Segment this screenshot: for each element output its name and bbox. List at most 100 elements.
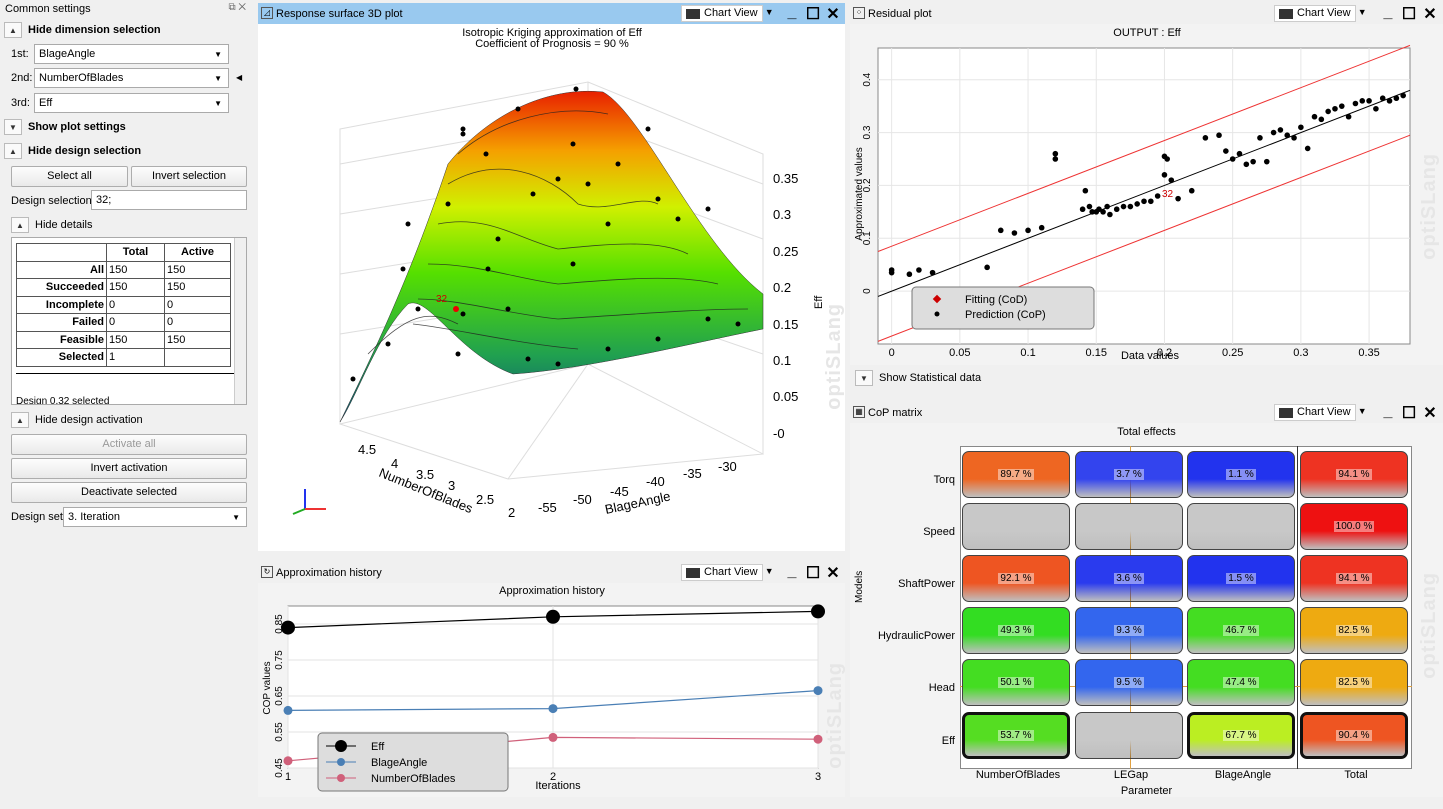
cop-cell-value: 82.5 % bbox=[1336, 625, 1372, 636]
maximize-button[interactable]: ☐ bbox=[1401, 6, 1417, 23]
invert-activation-button[interactable]: Invert activation bbox=[11, 458, 247, 479]
cop-cell[interactable]: 90.4 % bbox=[1300, 712, 1408, 759]
minimize-button[interactable]: _ bbox=[1383, 403, 1393, 420]
close-button[interactable]: ✕ bbox=[826, 565, 840, 582]
cop-cell[interactable]: 92.1 % bbox=[962, 555, 1070, 602]
swap-arrow-icon[interactable]: ◀ bbox=[236, 73, 243, 82]
close-button[interactable]: ✕ bbox=[1423, 6, 1437, 23]
cop-cell[interactable]: 53.7 % bbox=[962, 712, 1070, 759]
data-point bbox=[1386, 98, 1393, 104]
cop-cell[interactable]: 67.7 % bbox=[1187, 712, 1295, 759]
chart-view-select[interactable]: Chart View ▼ bbox=[681, 564, 774, 581]
common-settings-panel: Common settings ⧉ ✕ ▲ Hide dimension sele… bbox=[0, 0, 254, 809]
dim1-select[interactable]: BlageAngle ▼ bbox=[34, 44, 229, 64]
cop-cell-value: 53.7 % bbox=[998, 730, 1034, 741]
details-scrollbar[interactable] bbox=[234, 238, 246, 404]
chart-view-label: Chart View bbox=[1297, 7, 1351, 19]
cop-cell[interactable] bbox=[1075, 503, 1183, 550]
cop-cell[interactable] bbox=[962, 503, 1070, 550]
cop-cell[interactable]: 50.1 % bbox=[962, 659, 1070, 706]
deactivate-selected-button[interactable]: Deactivate selected bbox=[11, 482, 247, 503]
select-all-button[interactable]: Select all bbox=[11, 166, 128, 187]
cop-cell-value: 82.5 % bbox=[1336, 677, 1372, 688]
cop-cell[interactable]: 9.3 % bbox=[1075, 607, 1183, 654]
cop-cell[interactable] bbox=[1187, 503, 1295, 550]
design-set-select[interactable]: 3. Iteration ▼ bbox=[63, 507, 247, 527]
minimize-button[interactable]: _ bbox=[787, 563, 797, 580]
cop-cell[interactable] bbox=[1075, 712, 1183, 759]
dim3-select[interactable]: Eff ▼ bbox=[34, 93, 229, 113]
cop-cell[interactable]: 3.7 % bbox=[1075, 451, 1183, 498]
cop-cell[interactable]: 94.1 % bbox=[1300, 555, 1408, 602]
cop-chart[interactable]: Total effects Models Parameter Torq Spee… bbox=[850, 423, 1443, 797]
data-point bbox=[1188, 187, 1195, 194]
data-point bbox=[1086, 203, 1093, 210]
cop-cell[interactable]: 46.7 % bbox=[1187, 607, 1295, 654]
close-button[interactable]: ✕ bbox=[826, 6, 840, 23]
dim2-select[interactable]: NumberOfBlades ▼ bbox=[34, 68, 229, 88]
total-divider bbox=[1297, 446, 1298, 769]
residual-chart[interactable]: OUTPUT : Eff 0 0.05 0.1 0.15 0.2 0.25 0.3 0.35 0… bbox=[850, 24, 1443, 365]
data-point bbox=[1263, 158, 1270, 165]
maximize-button[interactable]: ☐ bbox=[805, 6, 821, 23]
surface-plot[interactable]: Isotropic Kriging approximation of Eff C… bbox=[258, 24, 845, 551]
cop-cell[interactable]: 82.5 % bbox=[1300, 659, 1408, 706]
table-cell: 0 bbox=[164, 295, 231, 314]
history-chart[interactable]: Approximation history Iterations COP val… bbox=[258, 583, 845, 797]
crosshair-horizontal bbox=[960, 686, 1412, 687]
data-point bbox=[1107, 211, 1113, 218]
hide-dimension-label: Hide dimension selection bbox=[28, 24, 161, 36]
cop-cell[interactable]: 82.5 % bbox=[1300, 607, 1408, 654]
cop-cell[interactable]: 89.7 % bbox=[962, 451, 1070, 498]
cop-cell[interactable]: 94.1 % bbox=[1300, 451, 1408, 498]
hide-dimension-toggle[interactable]: ▲ Hide dimension selection bbox=[4, 21, 161, 39]
selected-design-point[interactable] bbox=[453, 306, 459, 312]
close-button[interactable]: ✕ bbox=[1423, 405, 1437, 422]
table-cell: 150 bbox=[164, 260, 231, 279]
cop-cell-value: 1.1 % bbox=[1226, 469, 1256, 480]
data-point bbox=[1052, 156, 1059, 162]
chevron-down-icon: ▼ bbox=[232, 513, 240, 522]
y-tick-label: 0.85 bbox=[274, 614, 285, 634]
row-label: HydraulicPower bbox=[877, 630, 955, 642]
chart-view-select[interactable]: Chart View ▼ bbox=[681, 5, 774, 22]
minimize-button[interactable]: _ bbox=[1383, 4, 1393, 21]
x-axis-label: Parameter bbox=[1120, 785, 1173, 797]
cop-cell[interactable]: 1.5 % bbox=[1187, 555, 1295, 602]
data-point bbox=[1338, 103, 1345, 109]
cop-cell[interactable]: 1.1 % bbox=[1187, 451, 1295, 498]
x-tick-label: 0.05 bbox=[949, 347, 970, 359]
chevron-down-icon: ▼ bbox=[214, 50, 222, 59]
cop-cell[interactable]: 49.3 % bbox=[962, 607, 1070, 654]
show-stats-toggle[interactable]: ▼ Show Statistical data bbox=[855, 370, 981, 386]
design-selection-input[interactable]: 32; bbox=[91, 190, 247, 210]
cop-cell[interactable]: 9.5 % bbox=[1075, 659, 1183, 706]
chart-view-select[interactable]: Chart View ▼ bbox=[1274, 404, 1367, 421]
data-point bbox=[929, 269, 936, 276]
hide-design-activation-toggle[interactable]: ▲ Hide design activation bbox=[11, 411, 143, 429]
data-point bbox=[1236, 150, 1243, 157]
activate-all-button[interactable]: Activate all bbox=[11, 434, 247, 455]
hide-details-toggle[interactable]: ▲ Hide details bbox=[11, 216, 92, 234]
panel-controls[interactable]: ⧉ ✕ bbox=[228, 2, 246, 13]
cop-cell[interactable]: 100.0 % bbox=[1300, 503, 1408, 550]
data-point bbox=[813, 734, 823, 744]
collapse-icon: ▲ bbox=[11, 217, 29, 233]
show-plot-settings-toggle[interactable]: ▼ Show plot settings bbox=[4, 118, 126, 136]
maximize-button[interactable]: ☐ bbox=[1401, 405, 1417, 422]
cop-cell-value: 1.5 % bbox=[1226, 573, 1256, 584]
data-point bbox=[1311, 113, 1318, 120]
data-point bbox=[1089, 209, 1095, 215]
row-label: Speed bbox=[923, 526, 955, 538]
panel-title: Residual plot bbox=[868, 7, 932, 20]
cop-cell[interactable]: 47.4 % bbox=[1187, 659, 1295, 706]
maximize-button[interactable]: ☐ bbox=[805, 565, 821, 582]
invert-selection-button[interactable]: Invert selection bbox=[131, 166, 247, 187]
table-cell: 150 bbox=[164, 278, 231, 297]
cop-cell[interactable]: 3.6 % bbox=[1075, 555, 1183, 602]
data-point bbox=[1113, 206, 1120, 213]
chart-view-select[interactable]: Chart View ▼ bbox=[1274, 5, 1367, 22]
y-tick: -35 bbox=[683, 466, 702, 481]
minimize-button[interactable]: _ bbox=[787, 4, 797, 21]
hide-design-selection-toggle[interactable]: ▲ Hide design selection bbox=[4, 142, 141, 160]
